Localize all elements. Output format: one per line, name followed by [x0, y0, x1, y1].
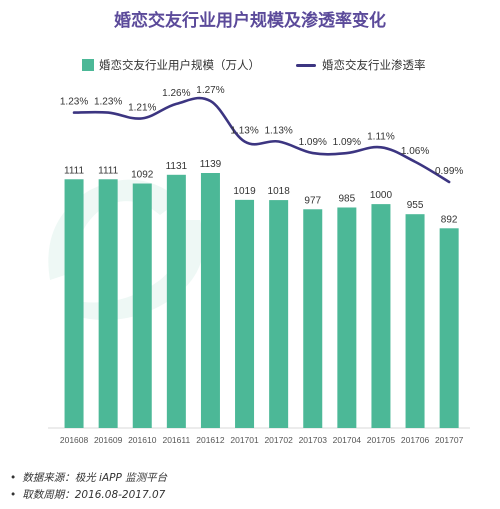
line-value-label: 1.13% — [264, 126, 292, 137]
line-value-label: 1.23% — [60, 97, 88, 108]
bar-value-label: 1111 — [98, 165, 118, 176]
legend: 婚恋交友行业用户规模（万人） 婚恋交友行业渗透率 — [0, 57, 500, 77]
legend-swatch-bar — [82, 59, 94, 71]
chart-plot-area: 1111 201608 1111 201609 1092 201610 1131 201611… — [48, 85, 470, 445]
bar — [303, 209, 323, 428]
line-value-label: 1.21% — [128, 102, 156, 113]
line-value-label: 1.23% — [94, 97, 122, 108]
x-tick-label: 201701 — [230, 435, 259, 445]
legend-swatch-line — [296, 63, 316, 67]
bar — [235, 199, 255, 428]
bar-value-label: 955 — [407, 200, 424, 211]
note-period-text: 取数周期：2016.08-2017.07 — [22, 489, 166, 501]
bar-value-label: 985 — [339, 193, 356, 204]
bar-value-label: 892 — [441, 214, 458, 225]
line-value-label: 1.13% — [230, 126, 258, 137]
x-tick-label: 201702 — [264, 435, 293, 445]
line-value-label: 1.26% — [162, 88, 190, 99]
chart-title: 婚恋交友行业用户规模及渗透率变化 — [114, 11, 386, 31]
legend-label-penetration: 婚恋交友行业渗透率 — [322, 58, 426, 72]
x-tick-label: 201611 — [162, 435, 190, 445]
note-period: • 取数周期：2016.08-2017.07 — [10, 487, 167, 504]
line-value-label: 1.09% — [299, 137, 327, 148]
bar — [405, 214, 425, 428]
legend-item-penetration: 婚恋交友行业渗透率 — [296, 57, 426, 73]
bar-value-label: 1000 — [370, 190, 393, 201]
bar — [200, 173, 220, 428]
bar — [439, 228, 459, 428]
bar — [371, 204, 391, 428]
bar-value-label: 1018 — [268, 186, 291, 197]
note-source-text: 数据来源：极光 iAPP 监测平台 — [22, 472, 168, 484]
bar — [98, 179, 118, 428]
x-tick-label: 201612 — [196, 435, 225, 445]
source-notes: • 数据来源：极光 iAPP 监测平台 • 取数周期：2016.08-2017.07 — [10, 470, 167, 504]
bar — [166, 174, 186, 428]
penetration-line — [72, 96, 451, 184]
bar-value-label: 977 — [304, 195, 321, 206]
x-tick-label: 201608 — [60, 435, 89, 445]
x-tick-label: 201610 — [128, 435, 157, 445]
line-value-label: 1.11% — [367, 131, 395, 142]
line-value-label: 1.09% — [333, 137, 361, 148]
x-tick-label: 201706 — [401, 435, 430, 445]
note-source: • 数据来源：极光 iAPP 监测平台 — [10, 470, 167, 487]
bar-value-label: 1139 — [200, 159, 222, 170]
bar-value-label: 1019 — [233, 186, 256, 197]
x-tick-label: 201705 — [367, 435, 396, 445]
bar — [269, 200, 289, 428]
bar — [337, 207, 357, 428]
bar-value-label: 1092 — [131, 170, 154, 181]
legend-label-users: 婚恋交友行业用户规模（万人） — [99, 58, 260, 72]
x-tick-label: 201704 — [333, 435, 362, 445]
bar — [64, 179, 84, 428]
x-tick-label: 201609 — [94, 435, 123, 445]
line-value-label: 1.27% — [196, 85, 224, 96]
bar-value-label: 1131 — [166, 161, 188, 172]
x-tick-label: 201707 — [435, 435, 464, 445]
x-tick-label: 201703 — [299, 435, 328, 445]
legend-item-users: 婚恋交友行业用户规模（万人） — [82, 57, 260, 73]
note-bullet: • — [10, 489, 17, 501]
note-bullet: • — [10, 472, 17, 484]
line-value-label: 0.99% — [435, 166, 463, 177]
bar — [132, 183, 152, 428]
bar-value-label: 1111 — [64, 165, 84, 176]
line-value-label: 1.06% — [401, 146, 429, 157]
